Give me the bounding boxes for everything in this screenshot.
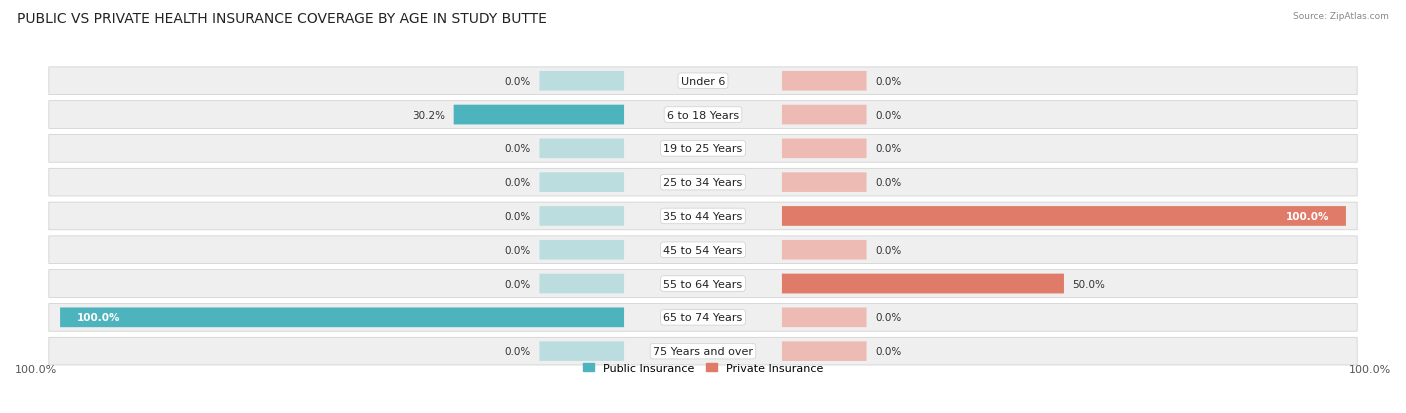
FancyBboxPatch shape [782,274,1064,294]
FancyBboxPatch shape [782,274,1064,294]
FancyBboxPatch shape [782,206,1346,226]
FancyBboxPatch shape [49,270,1357,298]
FancyBboxPatch shape [782,240,866,260]
FancyBboxPatch shape [49,68,1357,95]
FancyBboxPatch shape [782,173,866,192]
Text: Under 6: Under 6 [681,76,725,87]
FancyBboxPatch shape [49,236,1357,264]
FancyBboxPatch shape [540,274,624,294]
FancyBboxPatch shape [540,240,624,260]
FancyBboxPatch shape [782,308,866,328]
Text: 0.0%: 0.0% [875,245,901,255]
Legend: Public Insurance, Private Insurance: Public Insurance, Private Insurance [579,358,827,377]
Text: 0.0%: 0.0% [875,346,901,356]
Text: 0.0%: 0.0% [505,245,531,255]
Text: 100.0%: 100.0% [77,313,121,323]
Text: 0.0%: 0.0% [505,178,531,188]
FancyBboxPatch shape [49,304,1357,331]
FancyBboxPatch shape [454,105,624,125]
Text: 100.0%: 100.0% [1348,364,1391,374]
Text: 100.0%: 100.0% [15,364,58,374]
Text: 35 to 44 Years: 35 to 44 Years [664,211,742,221]
Text: 75 Years and over: 75 Years and over [652,346,754,356]
Text: 50.0%: 50.0% [1073,279,1105,289]
FancyBboxPatch shape [782,342,866,361]
Text: 0.0%: 0.0% [505,144,531,154]
Text: Source: ZipAtlas.com: Source: ZipAtlas.com [1294,12,1389,21]
Text: 0.0%: 0.0% [505,76,531,87]
Text: 0.0%: 0.0% [875,313,901,323]
FancyBboxPatch shape [540,206,624,226]
Text: 0.0%: 0.0% [875,76,901,87]
FancyBboxPatch shape [49,337,1357,365]
FancyBboxPatch shape [782,72,866,91]
Text: 0.0%: 0.0% [505,279,531,289]
FancyBboxPatch shape [782,139,866,159]
FancyBboxPatch shape [540,72,624,91]
Text: 6 to 18 Years: 6 to 18 Years [666,110,740,120]
Text: 0.0%: 0.0% [875,144,901,154]
FancyBboxPatch shape [782,105,866,125]
Text: 45 to 54 Years: 45 to 54 Years [664,245,742,255]
FancyBboxPatch shape [454,105,624,125]
Text: 0.0%: 0.0% [875,178,901,188]
Text: 0.0%: 0.0% [875,110,901,120]
FancyBboxPatch shape [49,135,1357,163]
FancyBboxPatch shape [49,203,1357,230]
Text: 30.2%: 30.2% [412,110,446,120]
Text: 100.0%: 100.0% [1285,211,1329,221]
FancyBboxPatch shape [49,169,1357,197]
FancyBboxPatch shape [540,342,624,361]
FancyBboxPatch shape [49,102,1357,129]
FancyBboxPatch shape [540,173,624,192]
FancyBboxPatch shape [540,139,624,159]
Text: 0.0%: 0.0% [505,211,531,221]
Text: 65 to 74 Years: 65 to 74 Years [664,313,742,323]
Text: 19 to 25 Years: 19 to 25 Years [664,144,742,154]
Text: PUBLIC VS PRIVATE HEALTH INSURANCE COVERAGE BY AGE IN STUDY BUTTE: PUBLIC VS PRIVATE HEALTH INSURANCE COVER… [17,12,547,26]
FancyBboxPatch shape [60,308,624,328]
FancyBboxPatch shape [782,206,1346,226]
Text: 55 to 64 Years: 55 to 64 Years [664,279,742,289]
FancyBboxPatch shape [60,308,624,328]
Text: 25 to 34 Years: 25 to 34 Years [664,178,742,188]
Text: 0.0%: 0.0% [505,346,531,356]
